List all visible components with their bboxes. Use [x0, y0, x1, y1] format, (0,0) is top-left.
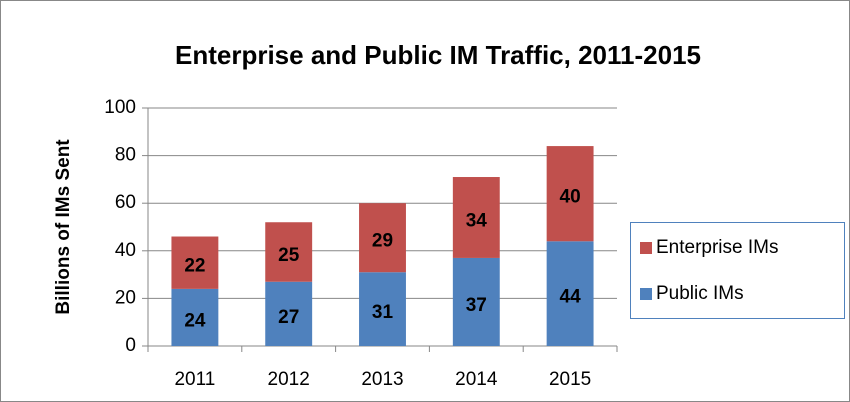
x-tick-label: 2012 [268, 369, 310, 390]
data-label: 27 [278, 307, 299, 328]
x-tick-label: 2015 [549, 369, 591, 390]
bar-segment [359, 203, 406, 273]
data-label: 22 [184, 256, 205, 277]
y-tick-label: 40 [115, 240, 136, 261]
data-label: 44 [560, 287, 582, 308]
bar-segment [546, 146, 594, 242]
data-label: 40 [560, 187, 581, 208]
x-tick-label: 2011 [174, 369, 215, 390]
bar-segment [452, 177, 500, 258]
y-tick-label: 20 [115, 287, 136, 308]
bar-segment [452, 257, 500, 346]
bar-segment [359, 272, 406, 346]
legend-label: Enterprise IMs [656, 237, 778, 258]
legend-swatch [640, 242, 652, 254]
bar-segment [171, 236, 219, 289]
bar-segment [265, 281, 313, 346]
legend-swatch [640, 288, 652, 300]
y-tick-label: 100 [104, 97, 136, 118]
bar-segment [546, 241, 594, 346]
data-label: 25 [278, 245, 300, 266]
legend-label: Public IMs [656, 283, 744, 304]
legend-box [630, 222, 845, 319]
chart-title: Enterprise and Public IM Traffic, 2011-2… [175, 40, 701, 70]
y-tick-label: 80 [115, 145, 136, 166]
data-label: 37 [466, 295, 487, 316]
y-tick-label: 60 [115, 192, 136, 213]
y-tick-label: 0 [125, 335, 136, 356]
data-label: 24 [184, 310, 206, 331]
y-axis-label: Billions of IMs Sent [53, 139, 74, 315]
data-label: 31 [372, 302, 394, 323]
x-tick-label: 2014 [455, 369, 498, 390]
data-label: 29 [372, 231, 393, 252]
bar-segment [171, 288, 219, 346]
data-label: 34 [466, 210, 488, 231]
x-tick-label: 2013 [361, 369, 403, 390]
bar-segment [265, 222, 313, 282]
